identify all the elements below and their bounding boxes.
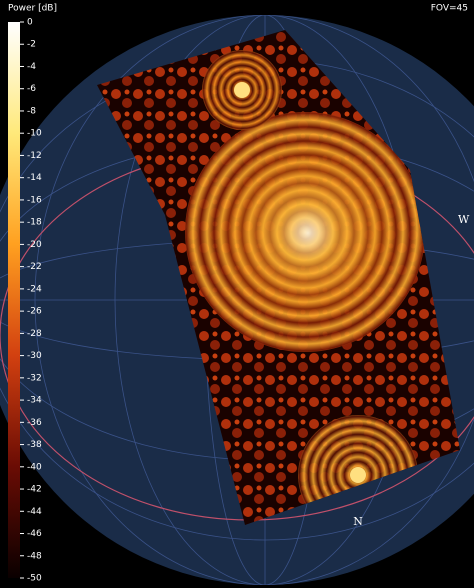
colorbar-tick-label: -8	[27, 106, 36, 116]
colorbar-tick-label: -36	[27, 418, 42, 428]
colorbar-tick-label: -16	[27, 195, 42, 205]
colorbar-tick-label: -6	[27, 84, 36, 94]
fov-label: FOV=45	[431, 4, 468, 14]
colorbar	[8, 22, 20, 578]
colorbar-tick-label: -44	[27, 507, 42, 517]
colorbar-tick-label: -24	[27, 284, 42, 294]
colorbar-tick-label: -12	[27, 151, 42, 161]
colorbar-tick-label: -26	[27, 307, 42, 317]
colorbar-tick-label: -46	[27, 529, 42, 539]
colorbar-tick-label: -42	[27, 485, 42, 495]
colorbar-tick-label: -2	[27, 40, 36, 50]
colorbar-tick-label: -50	[27, 574, 42, 584]
colorbar-tick-label: -48	[27, 551, 42, 561]
colorbar-tick-label: -22	[27, 262, 42, 272]
compass-north: N	[353, 515, 363, 528]
colorbar-tick-label: -34	[27, 396, 42, 406]
compass-west: W	[458, 213, 470, 226]
colorbar-tick-label: -30	[27, 351, 42, 361]
colorbar-title: Power [dB]	[8, 4, 57, 14]
colorbar-tick-label: -18	[27, 218, 42, 228]
colorbar-tick-label: -20	[27, 240, 42, 250]
colorbar-tick-label: -14	[27, 173, 42, 183]
colorbar-tick-label: -4	[27, 62, 36, 72]
colorbar-tick-label: -32	[27, 373, 42, 383]
colorbar-ticks: 0 -2 -4 -6 -8 -10 -12 -14 -16 -18 -20 -22 -24 -26 -28 -…	[20, 18, 42, 584]
colorbar-tick-label: 0	[27, 18, 33, 28]
colorbar-tick-label: -38	[27, 440, 42, 450]
colorbar-tick-label: -10	[27, 129, 42, 139]
colorbar-tick-label: -28	[27, 329, 42, 339]
colorbar-tick-label: -40	[27, 462, 42, 472]
